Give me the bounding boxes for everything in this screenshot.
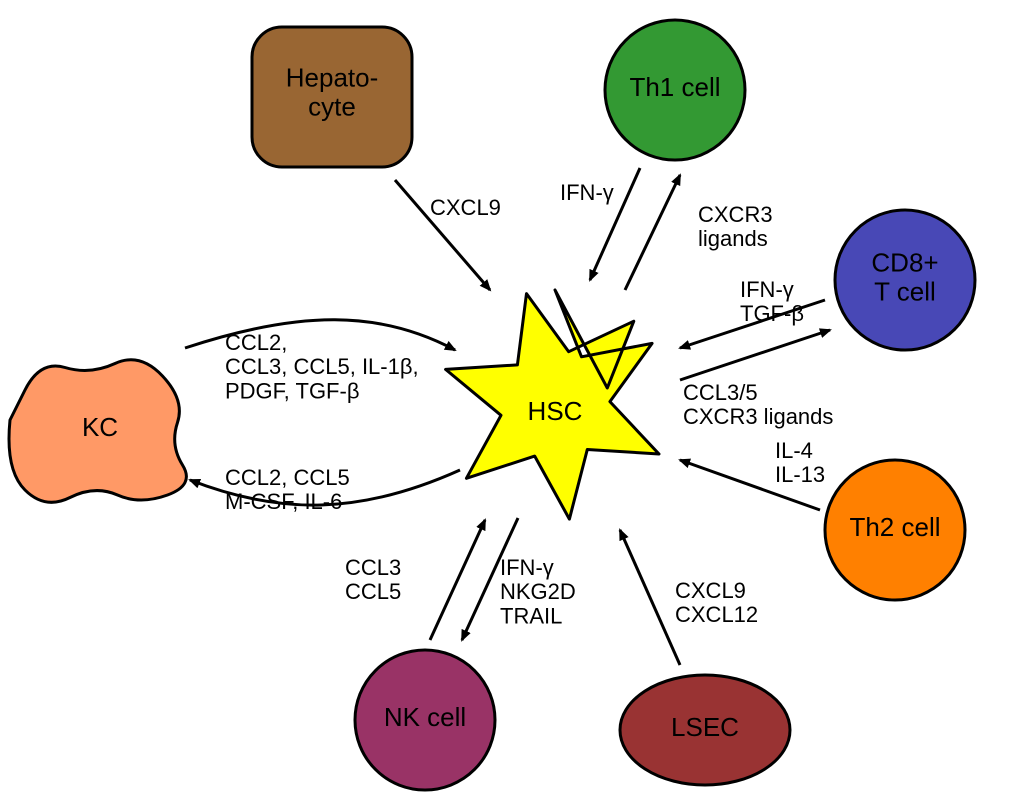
node-label-nk: NK cell	[384, 702, 466, 732]
arrow-cd8_pair_out	[680, 330, 830, 380]
edge-label-kc_to_hsc: CCL2,CCL3, CCL5, IL-1β,PDGF, TGF-β	[225, 330, 419, 403]
edge-label-cd8_out: CCL3/5CXCR3 ligands	[683, 380, 833, 429]
edge-label-lsec: CXCL9CXCL12	[675, 578, 758, 627]
arrow-th1_pair_up	[625, 175, 680, 290]
edge-label-cd8_in: IFN-γTGF-β	[740, 277, 804, 326]
arrow-lsec_to_hsc	[620, 530, 680, 665]
arrow-nk_pair_up	[430, 520, 485, 640]
node-hepatocyte: Hepato-cyte	[252, 27, 412, 167]
edge-label-nk_down: IFN-γNKG2DTRAIL	[500, 555, 576, 628]
edge-label-th1_down: IFN-γ	[560, 180, 614, 205]
node-cd8: CD8+T cell	[835, 210, 975, 350]
node-label-th1: Th1 cell	[629, 72, 720, 102]
node-label-kc: KC	[82, 412, 118, 442]
node-label-cd8: CD8+T cell	[871, 248, 938, 307]
edge-label-th2: IL-4IL-13	[775, 438, 825, 487]
edge-label-hep_to_hsc: CXCL9	[430, 195, 501, 220]
edge-label-nk_up: CCL3CCL5	[345, 555, 401, 604]
node-th1: Th1 cell	[605, 20, 745, 160]
node-label-lsec: LSEC	[671, 712, 739, 742]
node-lsec: LSEC	[620, 675, 790, 785]
node-label-th2: Th2 cell	[849, 512, 940, 542]
node-kc: KC	[9, 360, 186, 503]
node-label-hsc: HSC	[528, 396, 583, 426]
node-nk: NK cell	[355, 650, 495, 790]
node-hsc: HSC	[446, 290, 659, 519]
node-th2: Th2 cell	[825, 460, 965, 600]
edge-label-hsc_to_kc: CCL2, CCL5M-CSF, IL-6	[225, 465, 350, 514]
edge-label-th1_up: CXCR3ligands	[698, 202, 773, 251]
